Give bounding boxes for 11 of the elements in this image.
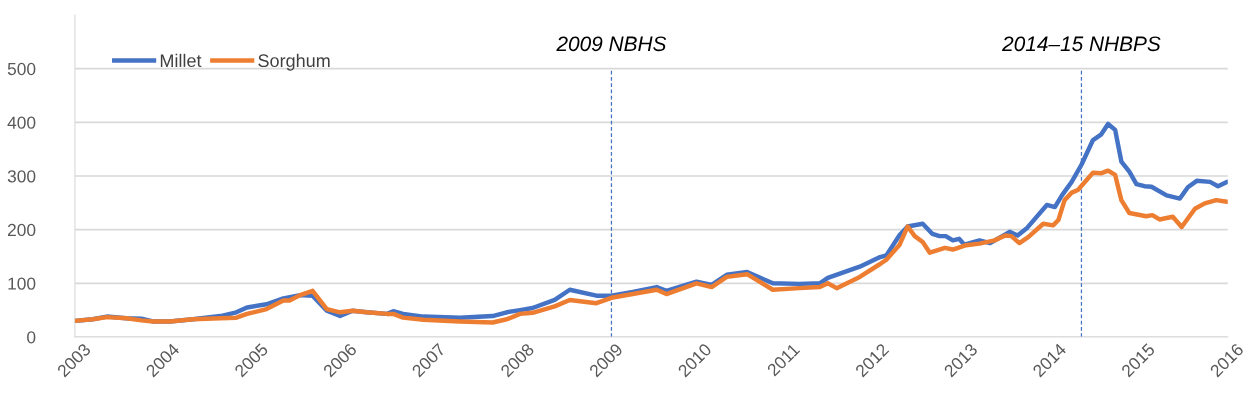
y-tick-label: 200 [7, 223, 36, 237]
y-tick-label: 0 [27, 331, 36, 344]
y-tick-label: 100 [8, 277, 36, 290]
line-series [74, 168, 1228, 325]
y-tick-label: 400 [7, 116, 36, 129]
ref-line-label: 2009 NBHS [556, 36, 667, 52]
ref-line-label: 2014–15 NHBPS [1001, 36, 1161, 52]
y-tick-label: 500 [7, 62, 36, 76]
y-tick-label: 300 [7, 170, 36, 183]
legend-label: Millet [160, 53, 202, 68]
legend-label: Sorghum [258, 53, 330, 71]
